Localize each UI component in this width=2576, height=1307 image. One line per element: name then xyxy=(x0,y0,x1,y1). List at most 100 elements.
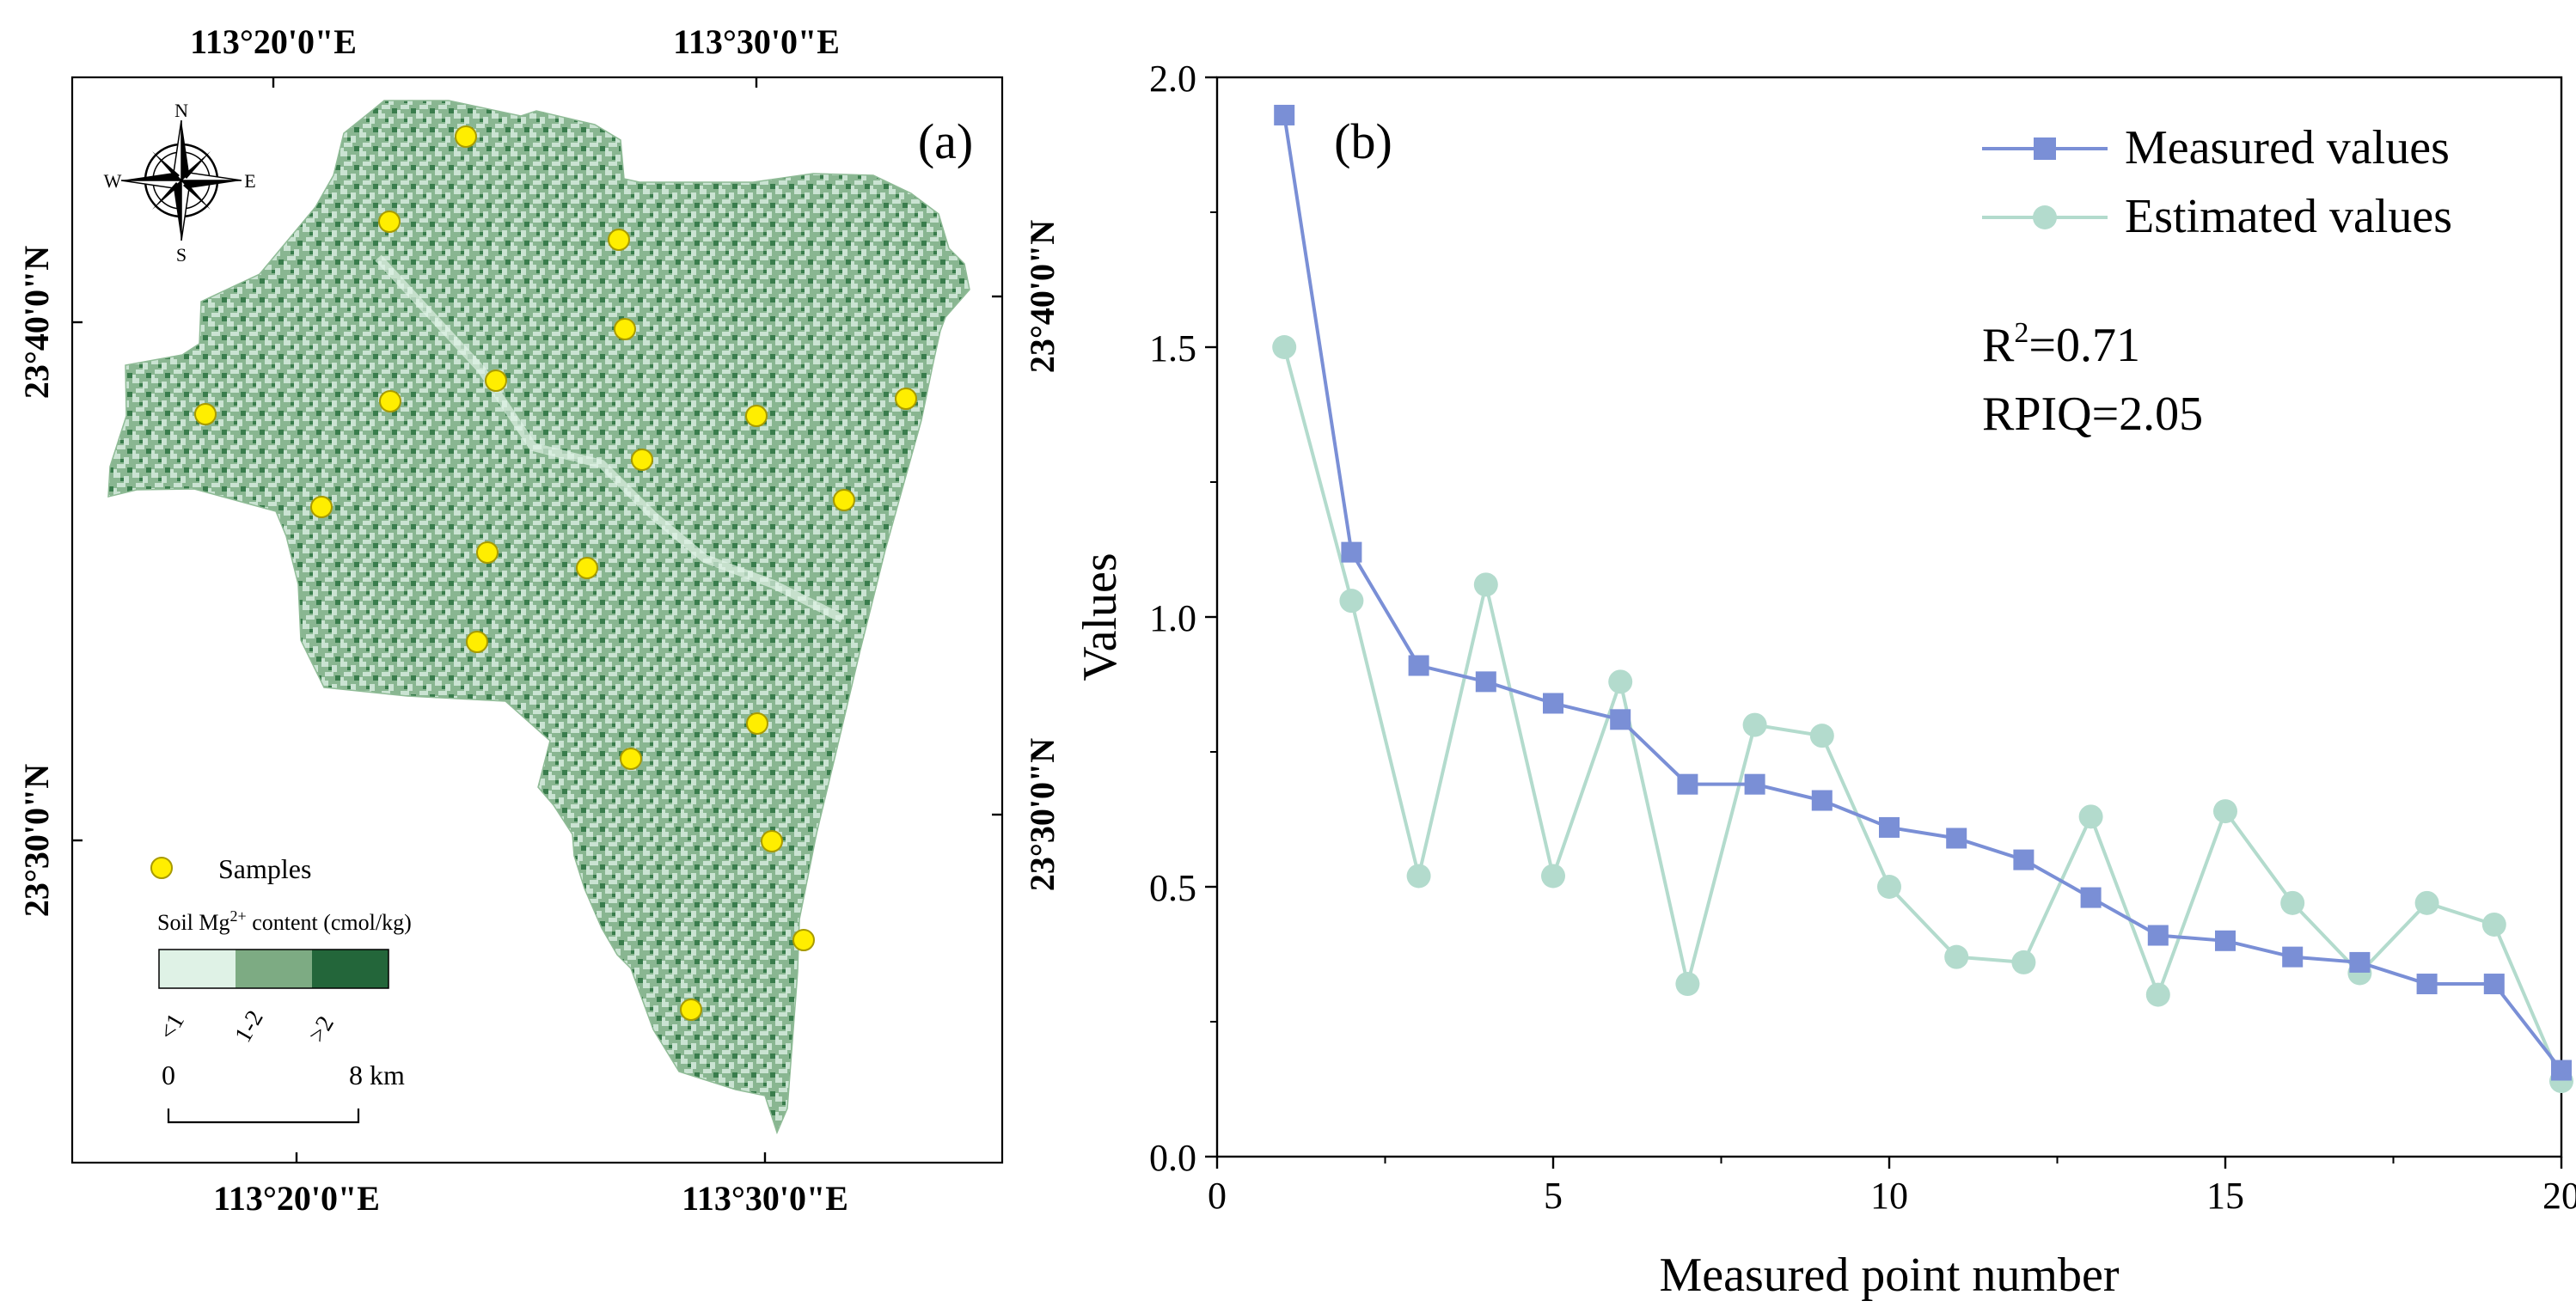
sample-point xyxy=(379,390,401,412)
x-tick-label: 5 xyxy=(1544,1175,1563,1217)
chart-legend: Measured values Estimated values xyxy=(1982,121,2452,243)
legend-class-low-swatch xyxy=(159,950,236,988)
x-tick-label: 10 xyxy=(1870,1175,1908,1217)
estimated-point xyxy=(1608,669,1633,694)
estimated-point xyxy=(1877,875,1901,899)
panel-b-tag: (b) xyxy=(1334,113,1392,169)
legend-class-high-swatch xyxy=(312,950,389,988)
estimated-point xyxy=(1742,712,1767,737)
series-layer xyxy=(1272,104,2573,1094)
lat-label-right-1: 23°40'0"N xyxy=(1023,220,1062,373)
x-axis: 0 5 10 15 20 xyxy=(1208,1157,2576,1217)
measured-point xyxy=(2483,974,2505,995)
estimated-point xyxy=(2481,912,2506,937)
compass-arrow-sw xyxy=(152,182,180,210)
measured-point xyxy=(1341,541,1362,563)
measured-point xyxy=(1610,709,1631,730)
legend-measured-label: Measured values xyxy=(2125,121,2450,174)
lat-label-right-2: 23°30'0"N xyxy=(1023,738,1062,891)
measured-point xyxy=(2349,951,2371,973)
estimated-point xyxy=(1339,589,1364,614)
legend-estimated-marker xyxy=(2033,205,2057,229)
measured-point xyxy=(2215,930,2236,951)
legend-measured-marker xyxy=(2034,137,2056,160)
measured-point xyxy=(1543,693,1563,714)
panel-a-tag: (a) xyxy=(918,113,973,169)
r2-stat: R2=0.71 xyxy=(1982,317,2140,372)
scale-bar: 0 8 km xyxy=(162,1060,405,1124)
compass-e-label: E xyxy=(244,170,255,192)
estimated-point xyxy=(1675,972,1700,997)
lat-label-left-1: 23°40'0"N xyxy=(17,246,56,399)
legend-ramp-title: Soil Mg2+ content (cmol/kg) xyxy=(157,907,412,935)
legend-class-mid-swatch xyxy=(236,950,312,988)
measured-point xyxy=(1677,773,1698,795)
measured-point xyxy=(2147,925,2169,946)
measured-point xyxy=(2416,974,2438,995)
sample-point xyxy=(608,229,630,251)
estimated-point xyxy=(2011,950,2036,974)
compass-arrow-se xyxy=(183,182,211,210)
panel-a-map: 113°20'0"E 113°30'0"E 113°20'0"E 113°30'… xyxy=(17,22,1062,1218)
scale-start-label: 0 xyxy=(162,1060,175,1090)
estimated-point xyxy=(1809,724,1834,748)
legend-sample-marker xyxy=(150,857,173,879)
compass-rose: N S E W xyxy=(104,100,256,266)
x-tick-label: 0 xyxy=(1208,1175,1227,1217)
y-tick-label: 0.5 xyxy=(1149,867,1196,909)
y-tick-label: 1.0 xyxy=(1149,597,1196,639)
series-measured xyxy=(1274,104,2572,1081)
estimated-point xyxy=(1406,864,1431,889)
sample-point xyxy=(455,125,477,148)
compass-s-label: S xyxy=(176,244,187,266)
estimated-point xyxy=(1272,335,1297,359)
x-tick-label: 20 xyxy=(2542,1175,2576,1217)
y-tick-label: 1.5 xyxy=(1149,327,1196,370)
sample-point xyxy=(614,318,636,340)
sample-point xyxy=(476,541,499,564)
measured-point xyxy=(1946,828,1967,849)
region-outline xyxy=(107,100,970,1135)
scale-bar-line xyxy=(167,1109,360,1124)
measured-point xyxy=(2282,946,2304,968)
measured-point xyxy=(1744,773,1765,795)
sample-point xyxy=(680,999,702,1021)
sample-point xyxy=(576,557,598,579)
estimated-point xyxy=(1473,572,1498,597)
compass-arrow-ne xyxy=(183,151,211,179)
y-axis: 0.0 0.5 1.0 1.5 2.0 xyxy=(1149,58,1217,1179)
measured-point xyxy=(1475,671,1496,693)
sample-point xyxy=(792,929,815,951)
measured-point xyxy=(2013,849,2034,870)
sample-point xyxy=(895,388,917,410)
estimated-point xyxy=(2213,799,2237,824)
sample-point xyxy=(466,631,488,653)
legend-estimated-label: Estimated values xyxy=(2125,190,2452,243)
estimated-point xyxy=(2414,890,2439,915)
estimated-point xyxy=(2145,982,2170,1007)
estimated-point xyxy=(1541,864,1565,889)
x-axis-label: Measured point number xyxy=(1660,1249,2120,1302)
estimated-point xyxy=(2078,804,2103,829)
sample-point xyxy=(746,712,768,735)
compass-n-label: N xyxy=(174,100,188,121)
sample-point xyxy=(194,403,217,425)
measured-point xyxy=(1811,790,1833,811)
plot-frame xyxy=(1215,76,2563,1158)
compass-arrow-s-dark xyxy=(174,180,181,241)
compass-arrow-w-dark xyxy=(121,173,181,180)
sample-point xyxy=(761,830,783,852)
estimated-point xyxy=(1944,944,1969,969)
sample-point xyxy=(745,405,768,427)
sample-points xyxy=(194,125,917,1021)
compass-arrow-e-dark xyxy=(181,180,242,188)
sample-point xyxy=(485,370,507,392)
panel-b-chart: 0.0 0.5 1.0 1.5 2.0 0 5 10 15 20 Values Measured… xyxy=(1074,58,2576,1302)
sample-point xyxy=(310,496,333,518)
scale-end-label: 8 km xyxy=(349,1060,405,1090)
compass-arrow-nw xyxy=(152,151,180,179)
compass-arrow-n-dark xyxy=(181,120,189,180)
sample-point xyxy=(620,748,642,770)
lon-label-bottom-1: 113°20'0"E xyxy=(213,1179,380,1218)
measured-point xyxy=(1274,104,1295,125)
